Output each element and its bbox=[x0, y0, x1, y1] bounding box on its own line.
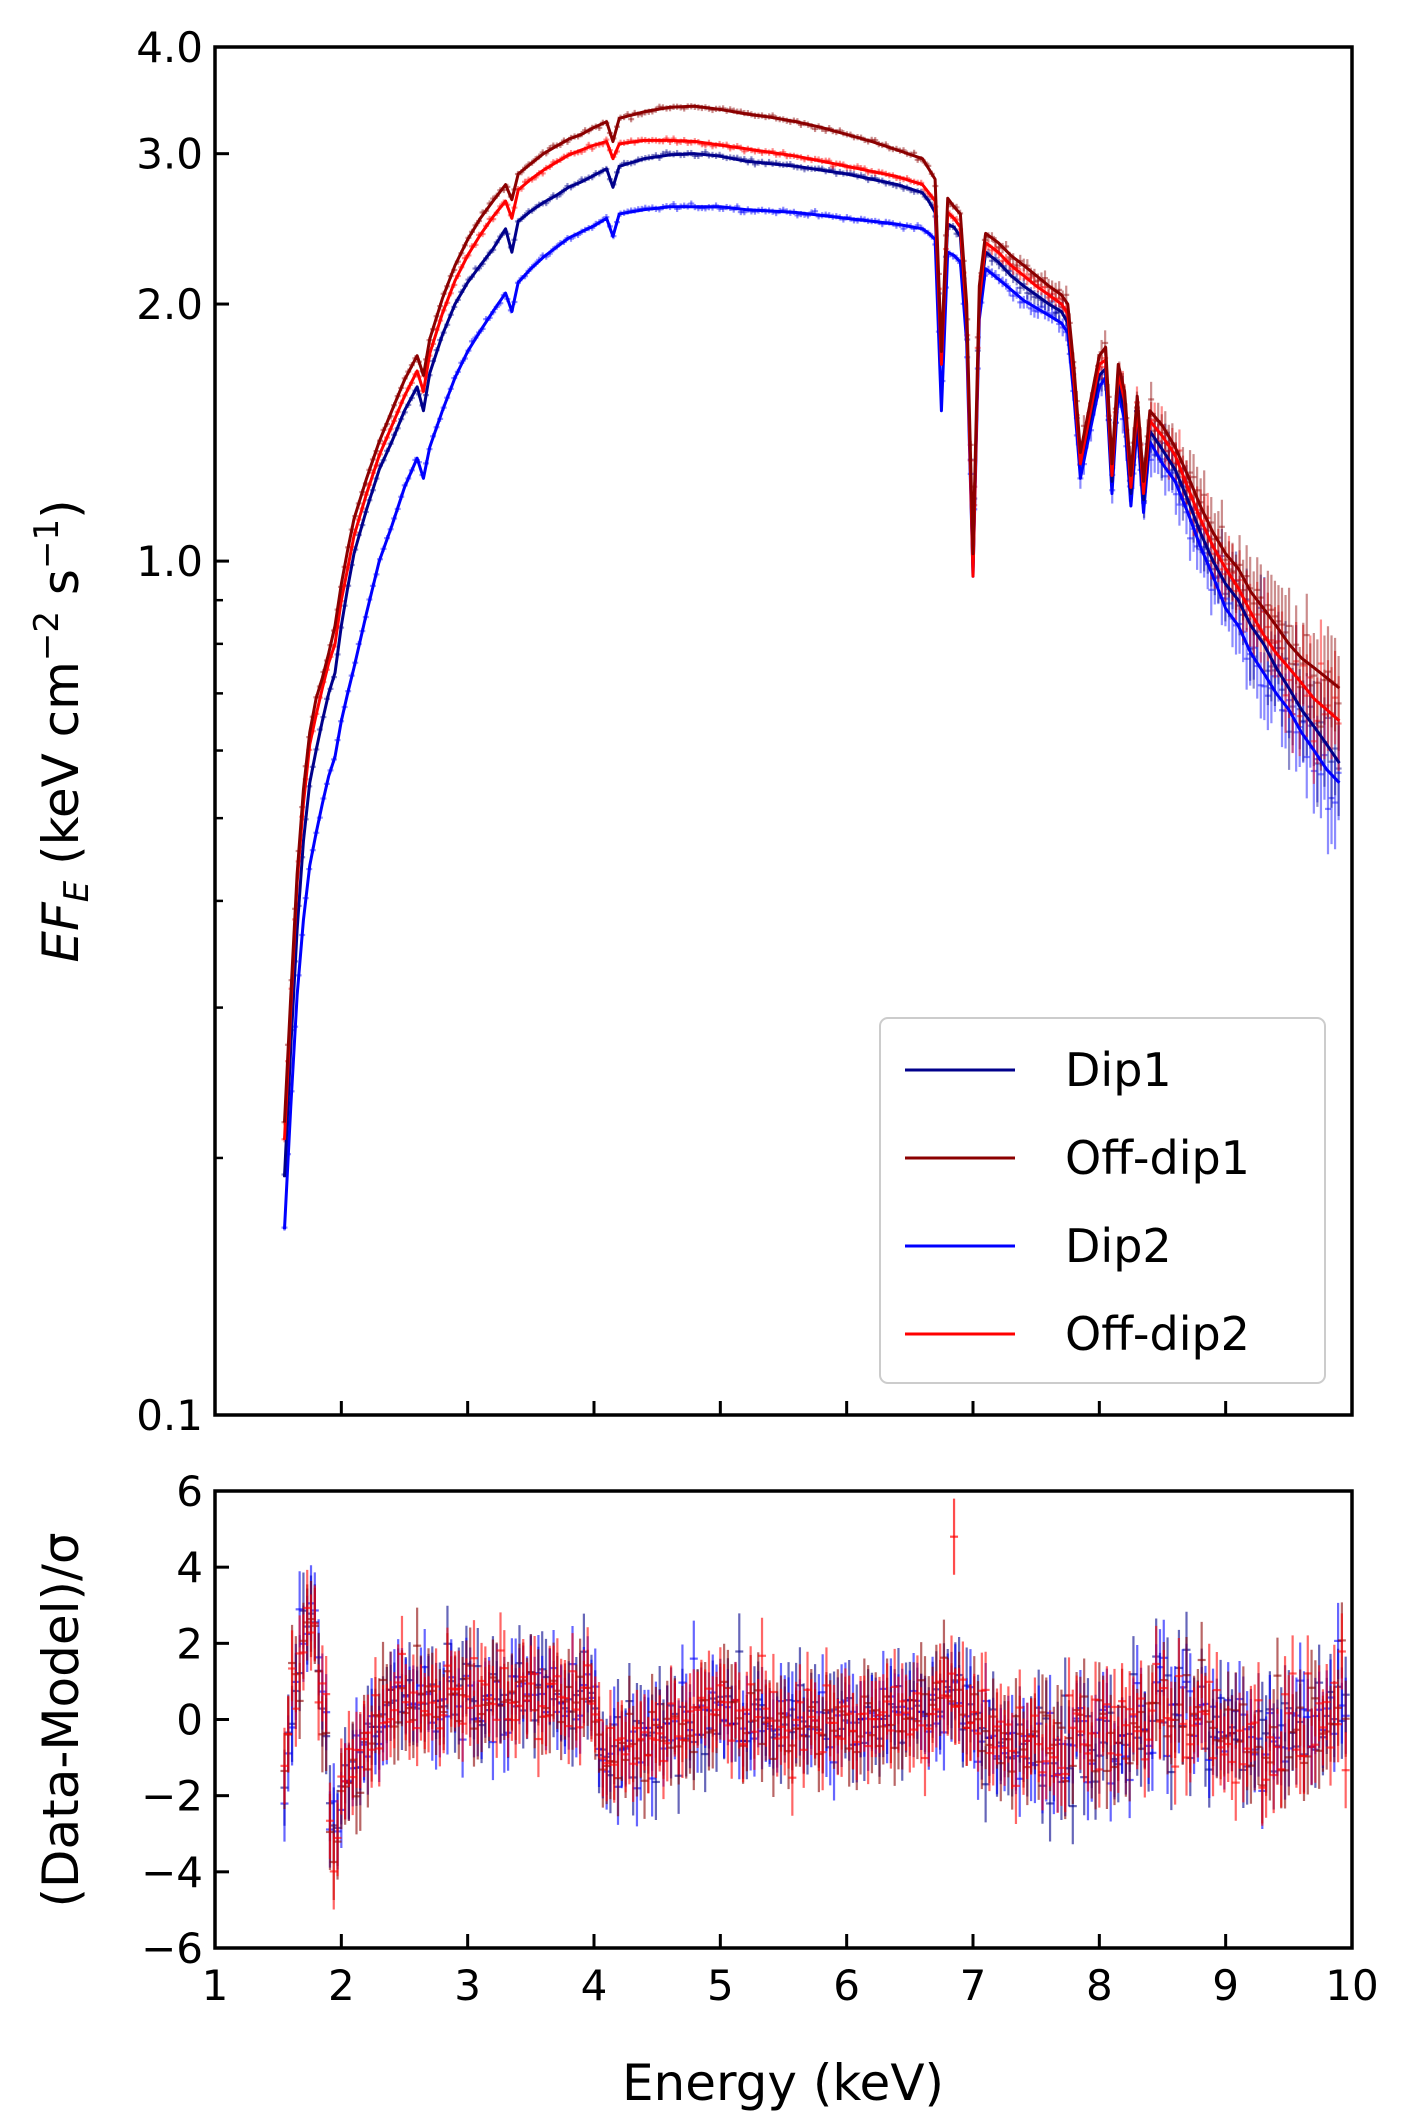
ylabel-units: (keV cm bbox=[32, 661, 90, 881]
x-axis-title: Energy (keV) bbox=[622, 2054, 944, 2112]
ylabel-close: ) bbox=[32, 499, 90, 519]
legend-label-dip2: Dip2 bbox=[1065, 1219, 1172, 1273]
residuals-x-tick-label: 3 bbox=[454, 1961, 481, 2010]
residuals-y-tick-label: 4 bbox=[176, 1543, 203, 1592]
legend: Dip1 Off-dip1 Dip2 Off-dip2 bbox=[879, 1017, 1326, 1384]
legend-label-dip1: Dip1 bbox=[1065, 1043, 1172, 1097]
spectrum-y-tick-label: 1.0 bbox=[136, 537, 203, 586]
residuals-y-tick-label: 0 bbox=[176, 1696, 203, 1745]
spectrum-y-tick-label: 0.1 bbox=[136, 1391, 203, 1440]
residuals-panel: 1 2 3 4 5 6 7 8 9 10 −6 −4 −2 0 2 4 6 (Data-Model)/σ En… bbox=[32, 1467, 1379, 2112]
residuals-y-tick-label: −6 bbox=[141, 1924, 203, 1973]
spectrum-y-tick-label: 4.0 bbox=[136, 23, 203, 72]
spectrum-points-off-dip2 bbox=[281, 135, 1342, 1143]
ylabel-mid: s bbox=[32, 569, 90, 611]
residuals-x-tick-label: 10 bbox=[1325, 1961, 1378, 2010]
residuals-x-tick-label: 2 bbox=[328, 1961, 355, 2010]
residuals-x-tick-label: 1 bbox=[202, 1961, 229, 2010]
legend-items: Dip1 Off-dip1 Dip2 Off-dip2 bbox=[905, 1043, 1250, 1361]
residuals-y-axis-title: (Data-Model)/σ bbox=[32, 1532, 90, 1907]
legend-box bbox=[879, 1017, 1326, 1384]
residuals-x-tick-label: 9 bbox=[1212, 1961, 1239, 2010]
residuals-x-tick-label: 6 bbox=[833, 1961, 860, 2010]
residuals-y-tick-label: 2 bbox=[176, 1619, 203, 1668]
residuals-x-tick-label: 8 bbox=[1086, 1961, 1113, 2010]
spectrum-y-ticks: 0.1 1.0 2.0 3.0 4.0 bbox=[136, 23, 229, 1440]
spectrum-y-tick-label: 3.0 bbox=[136, 130, 203, 179]
spectrum-panel: 0.1 1.0 2.0 3.0 4.0 EFE (keV cm−2 s−1) Dip1 O… bbox=[27, 23, 1354, 1440]
spectrum-plot-frame bbox=[213, 45, 1354, 1417]
spectrum-model-line-off-dip2 bbox=[282, 138, 1341, 1140]
spectrum-model-line-off-dip1 bbox=[282, 104, 1341, 1123]
residuals-x-tick-label: 4 bbox=[581, 1961, 608, 2010]
residuals-y-tick-label: 6 bbox=[176, 1467, 203, 1516]
residuals-x-ticks: 1 2 3 4 5 6 7 8 9 10 bbox=[202, 1934, 1379, 2010]
spectrum-y-axis-title: EFE (keV cm−2 s−1) bbox=[27, 499, 97, 962]
spectrum-points-off-dip1 bbox=[281, 103, 1342, 1126]
legend-label-off-dip1: Off-dip1 bbox=[1065, 1131, 1250, 1185]
residual-points-off-dip2 bbox=[280, 1569, 1350, 1910]
residuals-y-ticks: −6 −4 −2 0 2 4 6 bbox=[141, 1467, 229, 1973]
spectrum-y-tick-label: 2.0 bbox=[136, 280, 203, 329]
ylabel-exponent-2: −1 bbox=[27, 519, 67, 569]
residuals-y-tick-label: −4 bbox=[141, 1848, 203, 1897]
legend-label-off-dip2: Off-dip2 bbox=[1065, 1307, 1250, 1361]
residuals-y-tick-label: −2 bbox=[141, 1772, 203, 1821]
residuals-x-tick-label: 5 bbox=[707, 1961, 734, 2010]
ylabel-exponent-1: −2 bbox=[27, 611, 67, 661]
residuals-plot-frame bbox=[213, 1489, 1354, 1950]
ylabel-subscript: E bbox=[57, 880, 97, 902]
spectrum-x-ticks bbox=[339, 1401, 1228, 1415]
residuals-x-tick-label: 7 bbox=[960, 1961, 987, 2010]
residuals-series-group bbox=[280, 1498, 1350, 1910]
ylabel-main: EF bbox=[32, 901, 90, 963]
spectrum-series-group bbox=[281, 103, 1342, 1231]
